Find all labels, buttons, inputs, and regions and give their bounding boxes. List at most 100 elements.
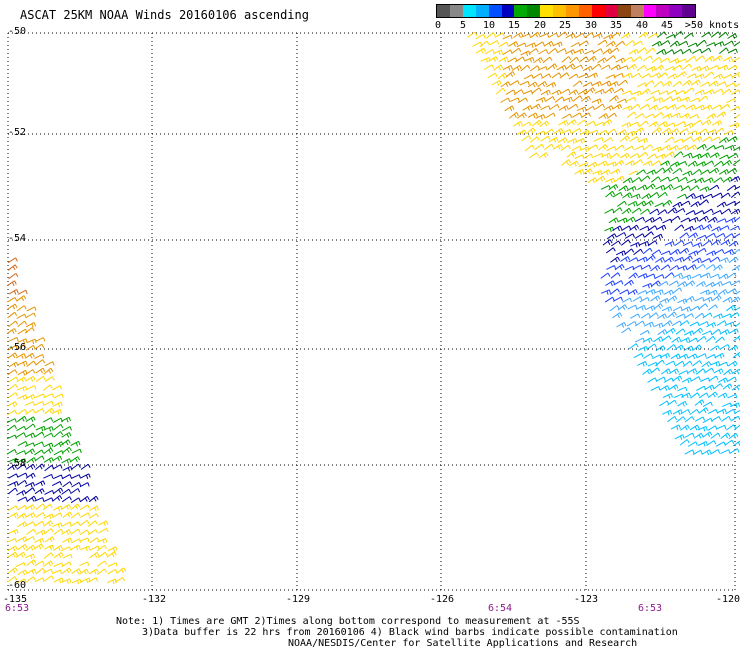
wind-barb — [34, 488, 45, 495]
wind-barb — [538, 152, 549, 159]
wind-barb — [680, 337, 691, 343]
wind-barb — [53, 552, 64, 559]
wind-barb — [610, 32, 621, 39]
wind-barb — [34, 431, 45, 438]
wind-barb — [43, 528, 54, 535]
wind-barb — [61, 496, 72, 503]
wind-barb — [672, 272, 684, 279]
wind-barb — [26, 457, 37, 464]
wind-barb — [551, 89, 562, 96]
wind-barb — [622, 192, 633, 199]
wind-barb — [17, 360, 28, 367]
wind-barb — [692, 344, 702, 352]
wind-barb — [35, 512, 46, 518]
wind-barb — [35, 503, 46, 510]
wind-barb — [80, 545, 91, 552]
wind-barb — [488, 56, 499, 63]
wind-barb — [558, 119, 569, 126]
wind-barb — [623, 56, 634, 62]
wind-barb — [35, 367, 46, 374]
wind-barb — [622, 177, 633, 184]
wind-barb — [61, 529, 72, 535]
wind-barb — [702, 401, 713, 408]
wind-barb — [718, 31, 729, 39]
wind-barb — [730, 191, 740, 198]
wind-barb — [16, 578, 27, 584]
wind-barb — [660, 40, 671, 46]
wind-barb — [566, 119, 577, 126]
wind-barb — [695, 55, 706, 62]
wind-barb — [25, 394, 36, 400]
wind-barb — [572, 80, 583, 87]
wind-barb — [734, 186, 740, 190]
wind-barb — [53, 528, 64, 535]
wind-barb — [24, 352, 35, 359]
wind-barb — [735, 83, 740, 88]
wind-barb — [730, 105, 740, 112]
wind-barb — [640, 175, 651, 182]
wind-barb — [705, 232, 716, 239]
wind-barb — [642, 160, 653, 167]
wind-barb — [689, 424, 700, 431]
wind-barb — [25, 344, 36, 351]
wind-barb — [560, 144, 571, 151]
wind-barb — [699, 186, 710, 192]
wind-barb — [44, 393, 55, 398]
wind-barb — [7, 401, 18, 407]
wind-barb — [661, 368, 671, 375]
wind-barb — [8, 320, 19, 327]
wind-barb — [479, 40, 490, 48]
wind-barb — [585, 87, 596, 94]
wind-barb — [669, 145, 680, 151]
wind-barb — [662, 320, 673, 327]
wind-barb — [700, 169, 711, 176]
wind-barb — [17, 385, 28, 392]
wind-barb — [7, 257, 18, 264]
wind-barb — [520, 64, 531, 72]
wind-barb — [604, 226, 615, 233]
legend-label: 30 — [584, 20, 598, 31]
wind-barb — [16, 450, 27, 455]
wind-barb — [42, 417, 54, 423]
wind-barb — [578, 40, 589, 46]
wind-barb — [89, 552, 100, 559]
wind-barb — [70, 521, 81, 527]
wind-barb — [674, 240, 685, 247]
wind-barb — [679, 424, 690, 431]
wind-barb — [722, 176, 733, 183]
wind-barb — [604, 208, 615, 214]
wind-barb — [731, 264, 740, 271]
wind-barb — [565, 63, 576, 70]
wind-barb — [620, 239, 631, 246]
wind-barb — [732, 351, 740, 359]
wind-barb — [60, 416, 71, 423]
wind-barb — [640, 312, 651, 319]
wind-barb — [681, 48, 692, 55]
wind-barb — [505, 71, 516, 78]
wind-barb — [495, 87, 506, 95]
lat-label: -56 — [8, 342, 27, 353]
wind-barb — [651, 249, 662, 256]
wind-barb — [70, 488, 81, 495]
wind-barb — [525, 127, 536, 134]
wind-barb — [70, 440, 81, 447]
wind-barb — [502, 64, 513, 71]
wind-barb — [675, 121, 686, 127]
wind-barb — [529, 65, 540, 72]
wind-barb — [733, 424, 740, 431]
wind-barb — [79, 496, 90, 503]
wind-barb — [677, 161, 688, 166]
legend-color-swatch — [540, 5, 554, 17]
wind-barb — [719, 344, 730, 350]
wind-barb — [721, 88, 732, 95]
wind-barb — [615, 57, 626, 64]
wind-barb — [651, 146, 662, 153]
wind-barb — [694, 194, 705, 200]
wind-barb — [713, 88, 724, 94]
wind-barb — [600, 169, 611, 176]
wind-barb — [720, 103, 730, 111]
wind-barb — [539, 120, 550, 127]
wind-barb — [648, 312, 659, 319]
wind-barb — [667, 295, 678, 302]
wind-barb — [52, 522, 63, 528]
